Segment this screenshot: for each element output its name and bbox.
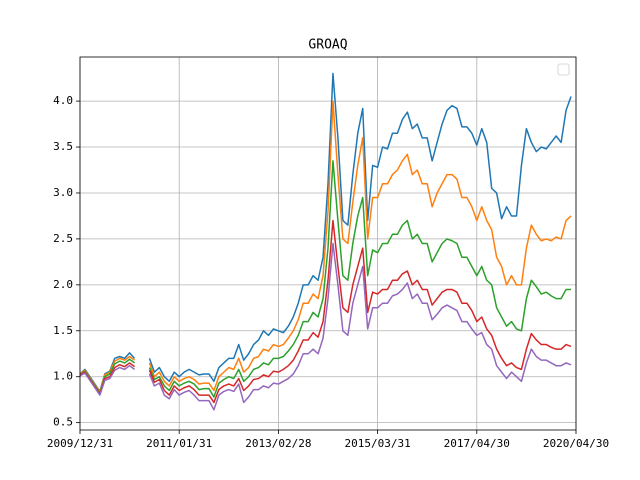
x-tick-label: 2020/04/30 [543,437,609,450]
y-tick-label: 3.5 [53,140,73,153]
y-tick-label: 0.5 [53,416,73,429]
x-tick-label: 2015/03/31 [344,437,410,450]
chart-title: GROAQ [308,38,347,53]
x-tick-label: 2017/04/30 [444,437,510,450]
legend [557,63,570,76]
y-tick-label: 1.0 [53,370,73,383]
y-tick-label: 3.0 [53,186,73,199]
plot-frame [79,56,577,431]
x-tick-label: 2011/01/31 [146,437,212,450]
series-line [79,242,572,411]
y-tick-label: 1.5 [53,324,73,337]
y-tick-label: 2.5 [53,232,73,245]
x-tick-label: 2013/02/28 [245,437,311,450]
x-tick-label: 2009/12/31 [47,437,113,450]
y-tick-label: 2.0 [53,278,73,291]
y-tick-label: 4.0 [53,94,73,107]
